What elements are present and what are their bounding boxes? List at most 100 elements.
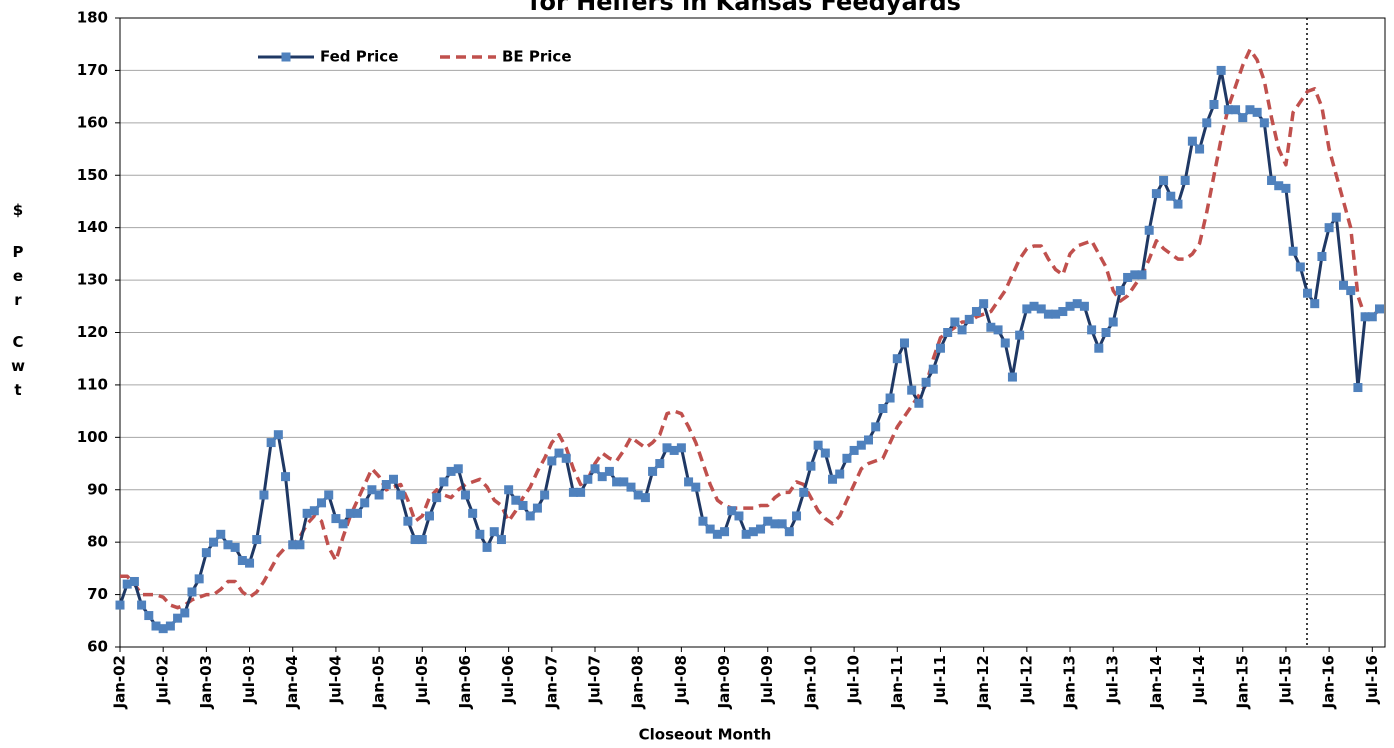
y-tick-label: 100: [77, 428, 108, 446]
data-point: [727, 506, 737, 516]
data-point: [518, 500, 528, 510]
x-tick-label: Jan-06: [456, 655, 474, 709]
x-tick-label: Jul-02: [154, 655, 172, 705]
data-point: [943, 328, 953, 337]
x-tick-label: Jul-03: [240, 655, 258, 705]
data-point: [734, 511, 744, 521]
data-point: [1043, 309, 1053, 319]
data-point: [576, 487, 586, 497]
data-point: [1339, 280, 1349, 290]
data-point: [230, 542, 240, 552]
data-point: [439, 477, 449, 487]
y-tick-label: 170: [77, 61, 108, 79]
data-point: [353, 508, 363, 518]
data-point: [1209, 99, 1219, 109]
data-point: [899, 338, 909, 348]
data-point: [612, 477, 622, 487]
data-point: [561, 453, 571, 463]
data-point: [964, 314, 974, 324]
x-tick-label: Jul-13: [1104, 655, 1122, 705]
data-point: [1223, 105, 1233, 115]
data-point: [828, 474, 838, 484]
data-point: [971, 307, 981, 317]
data-point: [921, 377, 931, 387]
data-point: [1144, 225, 1154, 235]
data-point: [1187, 136, 1197, 146]
data-point: [1303, 288, 1313, 298]
data-point: [453, 464, 463, 474]
x-axis-label: Closeout Month: [639, 726, 772, 744]
data-point: [1195, 144, 1205, 154]
data-point: [1094, 343, 1104, 353]
data-point: [482, 542, 492, 552]
data-point: [252, 535, 262, 545]
data-point: [1072, 299, 1082, 309]
data-point: [799, 487, 809, 497]
data-point: [604, 466, 614, 476]
y-tick-label: 70: [87, 585, 108, 603]
data-point: [1367, 312, 1377, 322]
data-point: [935, 343, 945, 353]
data-point: [1216, 65, 1226, 75]
data-point: [820, 448, 830, 458]
data-point: [878, 404, 888, 414]
data-point: [144, 611, 154, 621]
data-point: [928, 364, 938, 374]
data-point: [496, 535, 506, 545]
data-point: [720, 527, 730, 537]
data-point: [1317, 251, 1327, 261]
data-point: [806, 461, 816, 471]
data-point: [1252, 107, 1262, 117]
data-point: [396, 490, 406, 500]
data-point: [849, 445, 859, 455]
data-point: [489, 527, 499, 537]
data-point: [1065, 301, 1075, 311]
data-point: [504, 485, 514, 495]
data-point: [1130, 270, 1140, 280]
x-tick-label: Jan-05: [370, 655, 388, 709]
data-point: [633, 490, 643, 500]
data-point: [468, 508, 478, 518]
data-point: [792, 511, 802, 521]
legend-label: BE Price: [502, 48, 572, 66]
data-point: [835, 469, 845, 479]
data-point: [554, 448, 564, 458]
data-line: [120, 47, 1381, 610]
data-point: [1360, 312, 1370, 322]
data-point: [360, 498, 370, 508]
data-point: [993, 325, 1003, 335]
x-tick-label: Jan-12: [974, 655, 992, 709]
data-point: [568, 487, 578, 497]
data-point: [856, 440, 866, 450]
data-point: [201, 548, 211, 558]
data-point: [885, 393, 895, 403]
data-point: [259, 490, 269, 500]
data-point: [511, 495, 521, 505]
data-point: [1238, 113, 1248, 123]
x-tick-label: Jan-14: [1147, 655, 1165, 709]
x-tick-label: Jul-04: [326, 655, 344, 705]
data-point: [295, 540, 305, 550]
data-point: [763, 516, 773, 526]
data-point: [388, 474, 398, 484]
data-point: [216, 529, 226, 539]
data-point: [1166, 191, 1176, 201]
data-point: [784, 527, 794, 537]
data-point: [1375, 304, 1384, 314]
x-tick-label: Jul-15: [1276, 655, 1294, 705]
x-tick-label: Jan-13: [1061, 655, 1079, 709]
data-point: [288, 540, 298, 550]
data-point: [1058, 307, 1068, 317]
data-point: [1137, 270, 1147, 280]
data-point: [597, 472, 607, 482]
data-point: [1051, 309, 1061, 319]
data-point: [129, 576, 139, 586]
data-point: [1159, 175, 1169, 185]
data-point: [158, 624, 168, 634]
data-point: [137, 600, 147, 610]
data-point: [223, 540, 233, 550]
data-point: [684, 477, 694, 487]
data-point: [655, 459, 665, 469]
data-point: [1087, 325, 1097, 335]
